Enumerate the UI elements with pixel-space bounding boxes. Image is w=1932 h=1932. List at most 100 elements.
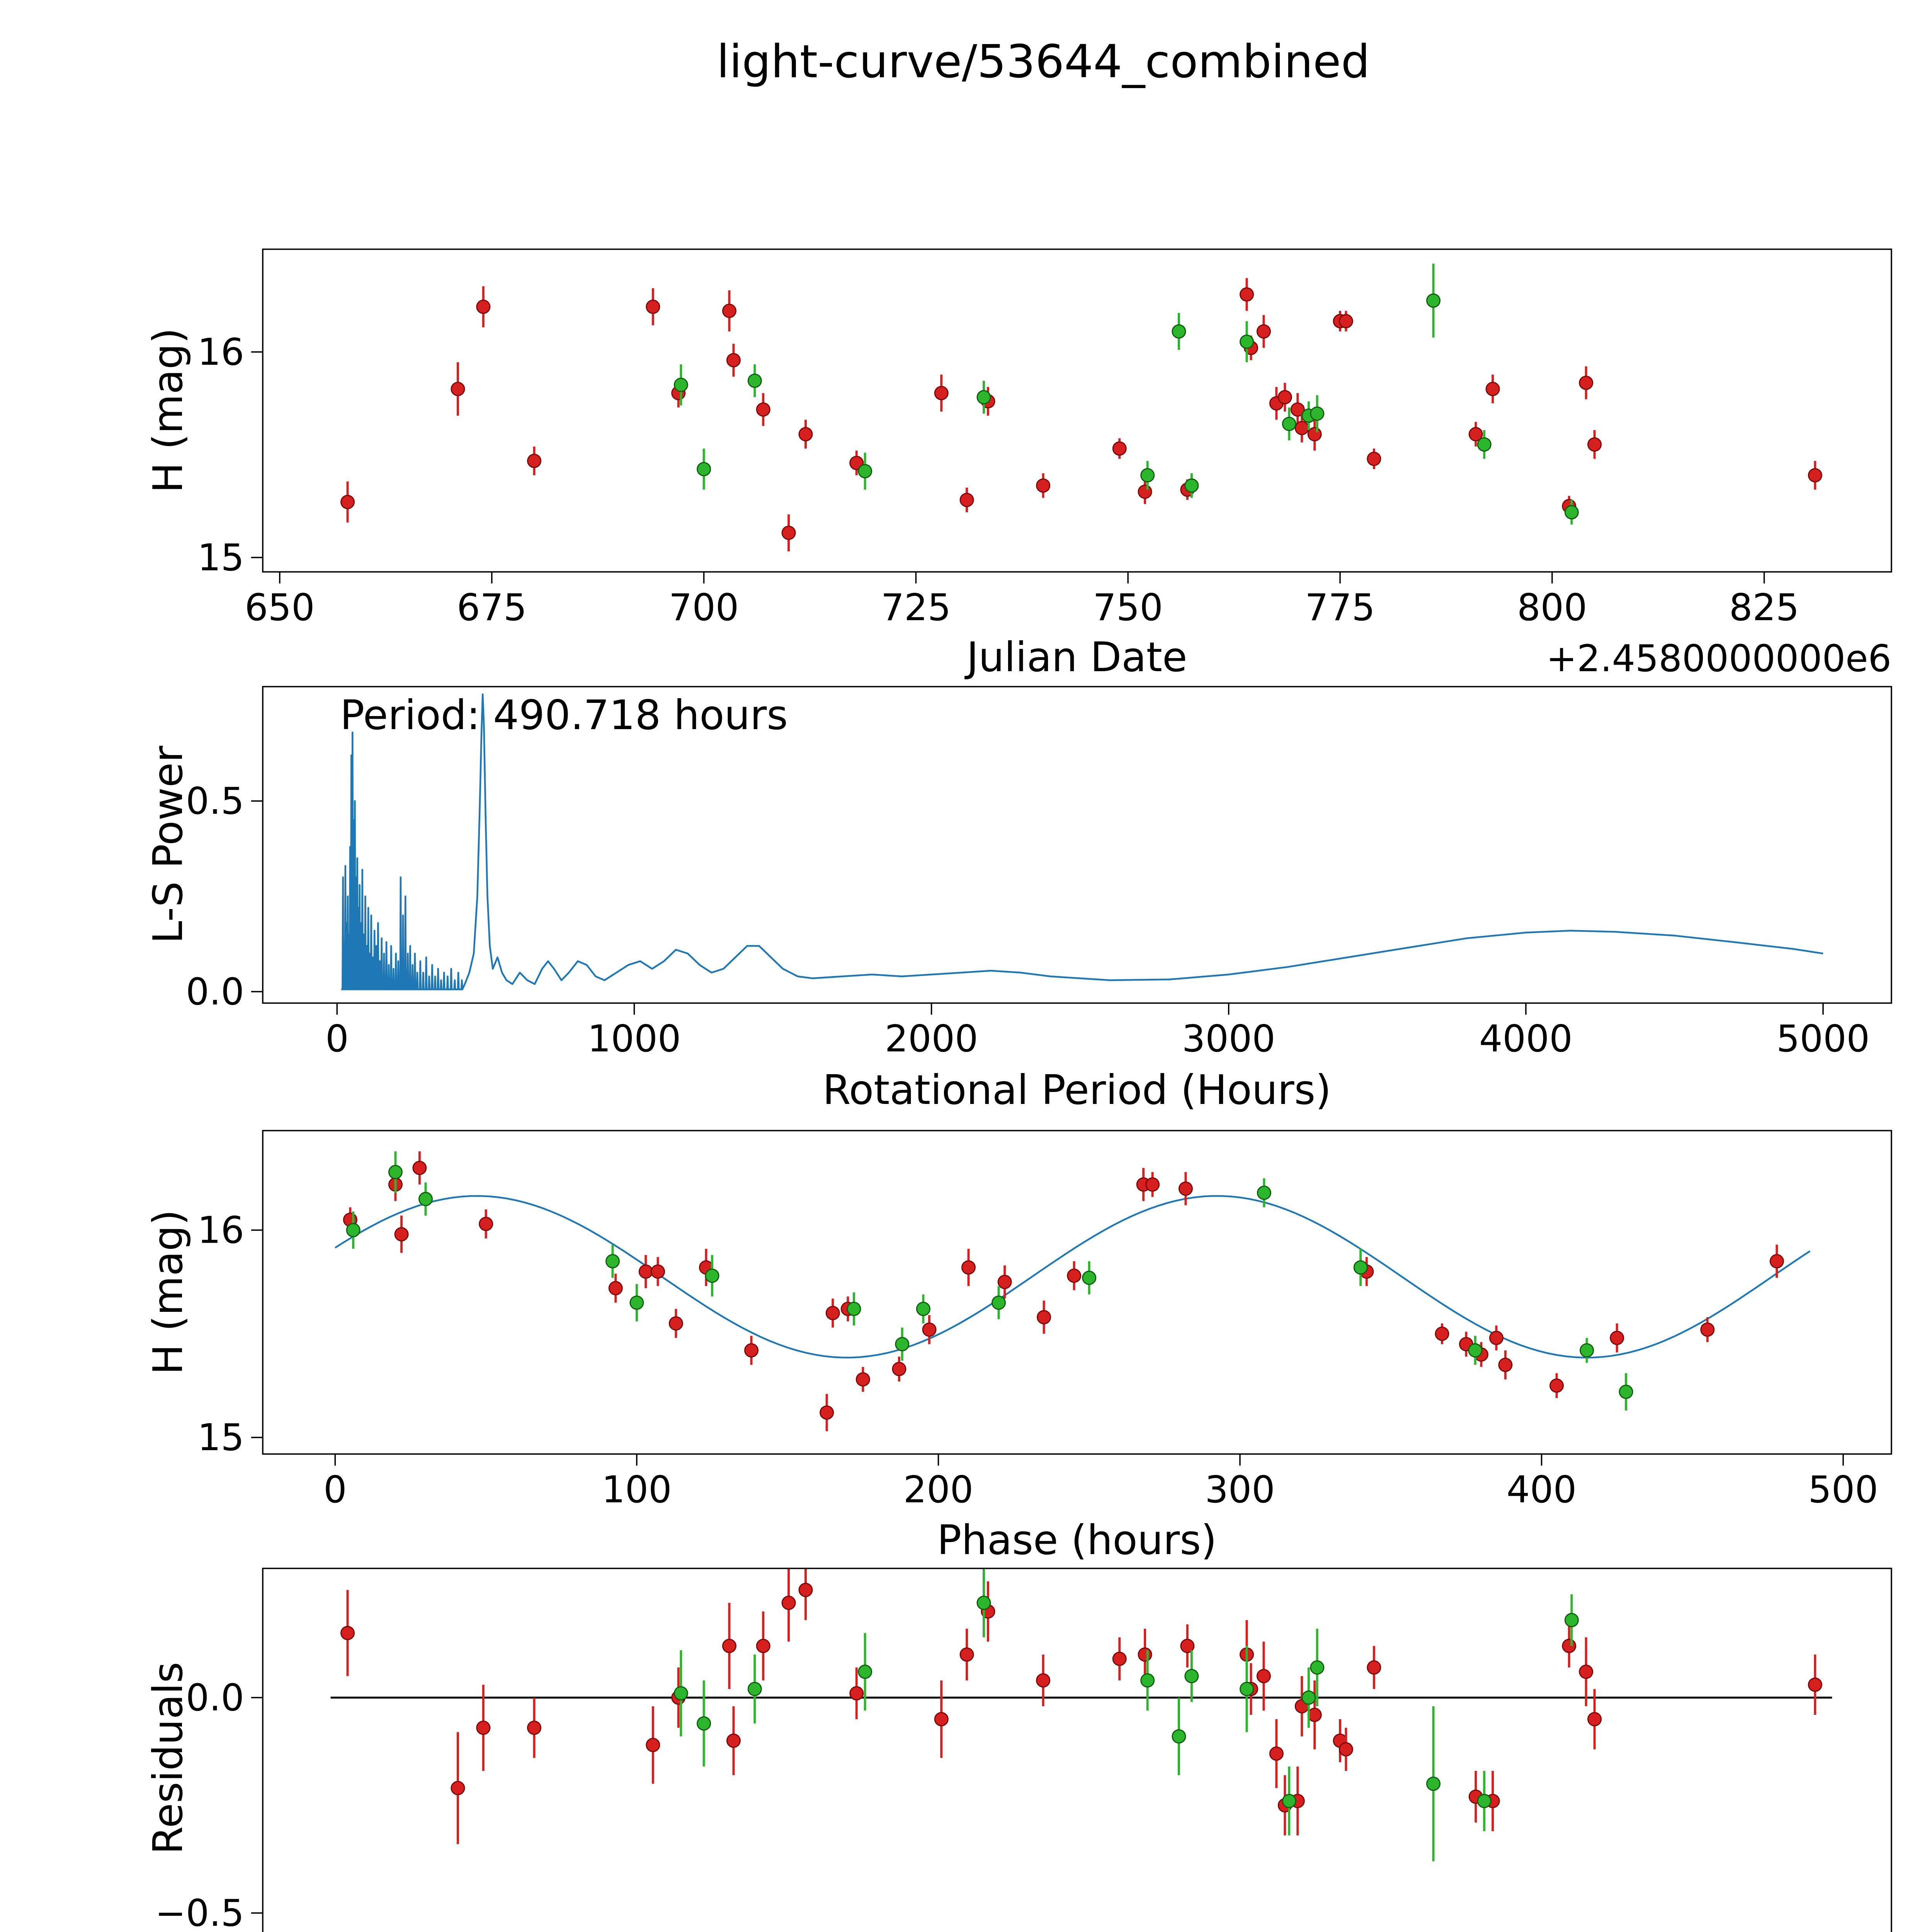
- periodogram-curve: [341, 693, 1823, 990]
- data-point: [1435, 1327, 1449, 1341]
- data-point: [1036, 478, 1051, 493]
- data-point: [961, 1260, 976, 1275]
- data-point: [756, 1639, 770, 1653]
- series-red: [340, 278, 1822, 551]
- axes-spines: [262, 248, 1892, 573]
- data-point: [418, 1192, 433, 1206]
- data-point: [1808, 1677, 1822, 1692]
- panel-1: 650 675 700 725 750 775 800 825 15 16: [197, 248, 1892, 629]
- data-point: [1564, 505, 1579, 520]
- data-point: [1498, 1357, 1513, 1372]
- y-tick-label: 15: [197, 537, 244, 579]
- data-point: [451, 1781, 465, 1796]
- data-point: [1587, 1712, 1602, 1726]
- data-point: [744, 1343, 759, 1358]
- data-point: [705, 1269, 719, 1283]
- data-point: [1549, 1378, 1564, 1393]
- data-point: [1477, 1794, 1492, 1808]
- data-point: [1172, 1729, 1186, 1744]
- data-point: [1257, 1185, 1271, 1200]
- x-tick-label: 4000: [1479, 1018, 1573, 1060]
- data-point: [1477, 437, 1492, 452]
- x-tick-label: 300: [1205, 1469, 1275, 1511]
- data-point: [722, 304, 736, 318]
- series-green: [673, 1568, 1579, 1862]
- axes-spines: [262, 686, 1892, 1004]
- data-point: [1468, 427, 1483, 442]
- data-point: [451, 382, 465, 396]
- data-point: [798, 427, 813, 442]
- data-point: [608, 1281, 623, 1296]
- series-red: [340, 1568, 1822, 1844]
- data-point: [668, 1316, 683, 1331]
- data-point: [1587, 437, 1602, 452]
- data-point: [1112, 1651, 1127, 1666]
- data-point: [1277, 390, 1292, 405]
- data-point: [1269, 1746, 1284, 1761]
- data-point: [922, 1322, 937, 1337]
- data-point: [651, 1264, 665, 1279]
- panel2-xlabel: Rotational Period (Hours): [822, 1066, 1332, 1114]
- data-point: [1240, 1682, 1254, 1696]
- x-tick-label: 825: [1729, 587, 1799, 629]
- data-point: [1179, 1181, 1193, 1196]
- data-point: [388, 1165, 403, 1179]
- data-point: [1256, 1669, 1271, 1684]
- data-point: [858, 464, 872, 478]
- data-point: [1426, 1776, 1441, 1791]
- series-green: [346, 1151, 1633, 1411]
- data-point: [1036, 1673, 1051, 1688]
- data-point: [673, 1686, 688, 1701]
- data-point: [847, 1301, 861, 1316]
- data-point: [892, 1362, 906, 1376]
- axes-spines: [262, 1130, 1892, 1455]
- data-point: [527, 454, 541, 468]
- panel3-ylabel: H (mag): [145, 1209, 192, 1375]
- data-point: [976, 1595, 991, 1610]
- x-tick-label: 775: [1305, 587, 1375, 629]
- data-point: [820, 1405, 834, 1420]
- data-point: [1140, 1673, 1155, 1688]
- data-point: [1307, 1708, 1322, 1722]
- data-point: [1138, 1647, 1152, 1662]
- period-annotation: Period: 490.718 hours: [340, 692, 788, 739]
- data-point: [1145, 1177, 1160, 1192]
- data-point: [1579, 1665, 1594, 1679]
- data-point: [1338, 1742, 1353, 1757]
- data-point: [638, 1264, 653, 1279]
- x-tick-label: 200: [903, 1469, 973, 1511]
- data-point: [895, 1337, 910, 1352]
- panel1-xlabel: Julian Date: [966, 634, 1187, 681]
- x-tick-label: 3000: [1182, 1018, 1276, 1060]
- data-point: [849, 456, 864, 470]
- data-point: [992, 1295, 1006, 1310]
- data-point: [340, 1626, 355, 1640]
- data-point: [1468, 1343, 1483, 1358]
- data-point: [722, 1639, 736, 1653]
- data-point: [340, 495, 355, 509]
- data-point: [1310, 1660, 1325, 1675]
- panel-4: 6506757007257507758008250.0−0.5: [155, 1568, 1892, 1932]
- data-point: [1700, 1322, 1715, 1337]
- data-point: [476, 299, 491, 314]
- x-tick-label: 400: [1507, 1469, 1577, 1511]
- data-point: [646, 1738, 660, 1752]
- data-point: [527, 1720, 541, 1735]
- data-point: [1489, 1331, 1503, 1345]
- figure-title: light-curve/53644_combined: [716, 35, 1370, 88]
- data-point: [646, 299, 660, 314]
- data-point: [1172, 324, 1186, 339]
- data-point: [1367, 451, 1381, 466]
- y-tick-label: 0.0: [186, 1677, 244, 1719]
- data-point: [1138, 485, 1152, 499]
- x-tick-label: 725: [881, 587, 951, 629]
- panel1-offset-text: +2.4580000000e6: [1546, 638, 1891, 680]
- data-point: [1294, 421, 1309, 435]
- y-tick-label: 15: [197, 1417, 244, 1459]
- data-point: [1485, 382, 1500, 396]
- data-point: [412, 1161, 427, 1175]
- data-point: [798, 1583, 813, 1597]
- y-tick-label: −0.5: [155, 1892, 244, 1932]
